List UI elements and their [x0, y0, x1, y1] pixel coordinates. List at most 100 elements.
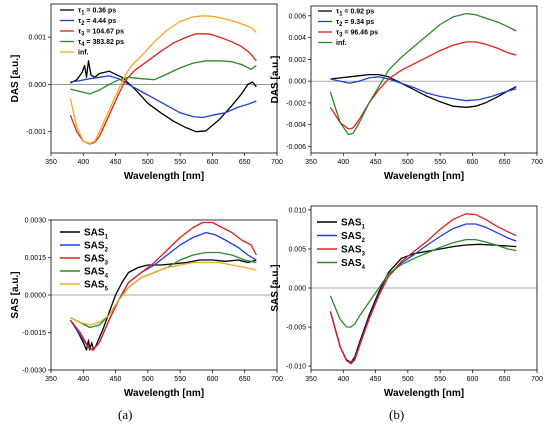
caption-b: (b) [389, 407, 404, 422]
panel-das-b: 350 400 450 500 550 600 650 700 -0.006 -0.004 -0.0… [270, 5, 543, 182]
chart-0-series-line-2 [69, 33, 257, 145]
chart-3-x-tick-label-4: 550 [434, 376, 446, 383]
chart-3-y-tick-label-2: 0.000 [288, 286, 306, 293]
chart-3-series-line-3 [329, 238, 517, 328]
chart-0-y-tick-label-1: 0.000 [28, 82, 46, 89]
chart-0-x-tick-label-7: 700 [271, 159, 283, 166]
chart-2-legend-label-4: SAS5 [84, 280, 109, 293]
chart-0-x-tick-label-0: 350 [45, 159, 57, 166]
chart-0-x-axis-label: Wavelength [nm] [124, 171, 204, 182]
chart-3-x-tick-label-3: 500 [402, 376, 414, 383]
chart-0-series-line-1 [70, 75, 257, 119]
chart-2-legend-label-0: SAS1 [84, 228, 109, 241]
chart-1-series-line-0 [330, 73, 517, 108]
chart-1-y-tick-label-4: 0.002 [288, 57, 306, 64]
chart-3-y-axis-label: SAS [a.u.] [270, 264, 281, 311]
chart-3-x-tick-label-2: 450 [370, 376, 382, 383]
chart-2-x-tick-label-1: 400 [77, 376, 89, 383]
chart-3-legend-label-1: SAS2 [341, 231, 366, 244]
chart-0-series-line-3 [70, 60, 257, 95]
chart-1-y-tick-label-0: -0.006 [286, 144, 306, 151]
chart-2-x-tick-label-4: 550 [174, 376, 186, 383]
chart-0-y-tick-label-0: -0.001 [26, 129, 46, 136]
chart-2-y-axis-label: SAS [a.u.] [10, 271, 21, 318]
chart-1-x-tick-label-6: 650 [499, 159, 511, 166]
chart-2-y-tick-label-3: 0.0015 [25, 255, 47, 262]
chart-2-x-tick-label-2: 450 [110, 376, 122, 383]
chart-1-series-line-1 [330, 76, 517, 102]
chart-0-plot-frame [50, 3, 278, 154]
chart-0-x-tick-label-2: 450 [110, 159, 122, 166]
chart-1-legend-label-0: τ1 = 0.92 ps [336, 9, 374, 18]
chart-1-y-tick-label-2: -0.002 [286, 100, 306, 107]
chart-0-x-tick-label-3: 500 [142, 159, 154, 166]
chart-1-x-tick-label-0: 350 [305, 159, 317, 166]
chart-0-x-tick-label-1: 400 [77, 159, 89, 166]
chart-3-x-tick-label-5: 600 [467, 376, 479, 383]
chart-2-x-axis-label: Wavelength [nm] [124, 388, 204, 399]
chart-2-series-line-2 [69, 221, 257, 351]
chart-1-x-axis-label: Wavelength [nm] [384, 171, 464, 182]
chart-3-x-tick-label-6: 650 [499, 376, 511, 383]
chart-1-y-axis-label: DAS [a.u.] [270, 56, 281, 104]
chart-0-legend-label-4: inf. [78, 50, 89, 57]
chart-2-x-tick-label-7: 700 [271, 376, 283, 383]
chart-1-y-tick-label-3: 0.000 [288, 79, 306, 86]
chart-2-legend-label-3: SAS4 [84, 267, 109, 280]
chart-3-y-tick-label-3: 0.005 [288, 246, 306, 253]
chart-2-x-tick-label-5: 600 [207, 376, 219, 383]
chart-1-y-tick-label-6: 0.006 [288, 13, 306, 20]
chart-1-series-line-2 [329, 41, 517, 130]
chart-2-series-line-0 [69, 259, 257, 351]
chart-1-x-tick-label-4: 550 [434, 159, 446, 166]
chart-3-y-tick-label-0: -0.010 [286, 364, 306, 371]
chart-2-x-tick-label-6: 650 [239, 376, 251, 383]
chart-0-series-line-0 [70, 60, 257, 133]
chart-2-legend-label-2: SAS3 [84, 254, 109, 267]
chart-1-legend-label-2: τ3 = 96.46 ps [336, 30, 378, 39]
chart-1-y-tick-label-5: 0.004 [288, 35, 306, 42]
panel-sas-a: 350 400 450 500 550 600 650 700 -0.0030 -0.0015 0.… [10, 218, 283, 400]
chart-1-x-tick-label-7: 700 [531, 159, 543, 166]
chart-2-y-tick-label-1: -0.0015 [22, 330, 46, 337]
chart-0-legend-label-0: τ1 = 0.36 ps [78, 8, 116, 17]
chart-0-x-tick-label-5: 600 [207, 159, 219, 166]
chart-0-x-tick-label-6: 650 [239, 159, 251, 166]
chart-1-x-tick-label-5: 600 [467, 159, 479, 166]
chart-0-y-axis-label: DAS [a.u.] [10, 55, 21, 103]
panel-sas-b: 350 400 450 500 550 600 650 700-0.010-0.0050.00… [270, 205, 543, 399]
chart-1-legend-label-3: inf. [336, 40, 347, 47]
chart-3-series-line-1 [329, 223, 517, 363]
chart-2-x-tick-label-3: 500 [142, 376, 154, 383]
chart-2-y-tick-label-0: -0.0030 [22, 368, 46, 375]
chart-2-y-tick-label-4: 0.0030 [25, 218, 47, 225]
chart-3-series-line-2 [329, 213, 517, 365]
chart-3-legend-label-2: SAS3 [341, 245, 366, 258]
chart-3-y-tick-label-4: 0.010 [288, 207, 306, 214]
chart-0-legend-label-2: τ3 = 104.67 ps [78, 29, 124, 38]
chart-3-x-tick-label-0: 350 [305, 376, 317, 383]
chart-1-series-line-3 [329, 12, 517, 136]
chart-1-y-tick-label-1: -0.004 [286, 122, 306, 129]
chart-1-legend-label-1: τ2 = 9.34 ps [336, 19, 374, 28]
chart-0-legend-label-1: τ2 = 4.44 ps [78, 18, 116, 27]
chart-2-y-tick-label-2: 0.0000 [25, 293, 47, 300]
chart-2-x-tick-label-0: 350 [45, 376, 57, 383]
chart-1-x-tick-label-1: 400 [337, 159, 349, 166]
chart-3-x-axis-label: Wavelength [nm] [384, 388, 464, 399]
chart-0-series-line-4 [69, 15, 257, 145]
chart-3-x-tick-label-7: 700 [531, 376, 543, 383]
chart-1-x-tick-label-2: 450 [370, 159, 382, 166]
chart-3-legend-label-3: SAS4 [341, 258, 366, 271]
chart-0-x-tick-label-4: 550 [174, 159, 186, 166]
chart-3-y-tick-label-1: -0.005 [286, 325, 306, 332]
chart-3-x-tick-label-1: 400 [337, 376, 349, 383]
chart-0-y-tick-label-2: 0.001 [28, 35, 46, 42]
chart-3-legend-label-0: SAS1 [341, 218, 366, 231]
chart-2-series-line-4 [70, 261, 257, 326]
caption-a: (a) [118, 407, 132, 422]
chart-1-x-tick-label-3: 500 [402, 159, 414, 166]
chart-2-legend-label-1: SAS2 [84, 241, 109, 254]
chart-0-legend-label-3: τ4 = 383.82 ps [78, 39, 124, 48]
